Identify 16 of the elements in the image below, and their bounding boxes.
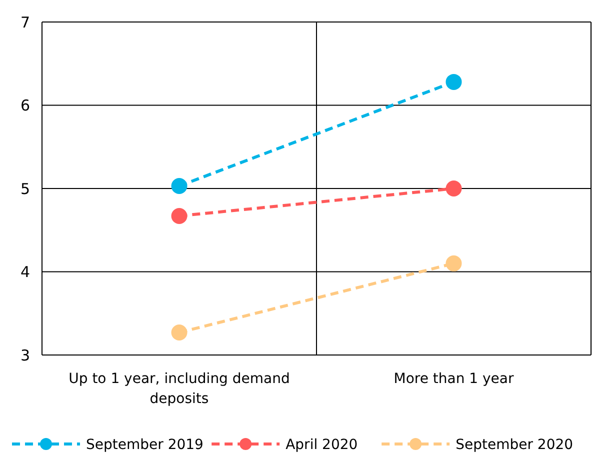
point [446, 255, 462, 272]
x-tick-label: Up to 1 year, including demand deposits [68, 371, 290, 407]
legend-label: April 2020 [286, 437, 358, 453]
point [171, 178, 188, 194]
y-tick-label: 5 [20, 180, 30, 198]
x-tick-label: More than 1 year [394, 371, 514, 387]
y-tick-label: 6 [20, 96, 30, 114]
point [171, 324, 188, 341]
point [446, 74, 462, 90]
y-tick-label: 4 [20, 263, 30, 281]
legend-label: September 2019 [86, 437, 204, 453]
point [446, 180, 462, 196]
y-tick-label: 3 [20, 346, 30, 364]
legend-label: September 2020 [456, 437, 574, 453]
point [171, 208, 188, 224]
y-tick-label: 7 [20, 13, 30, 32]
